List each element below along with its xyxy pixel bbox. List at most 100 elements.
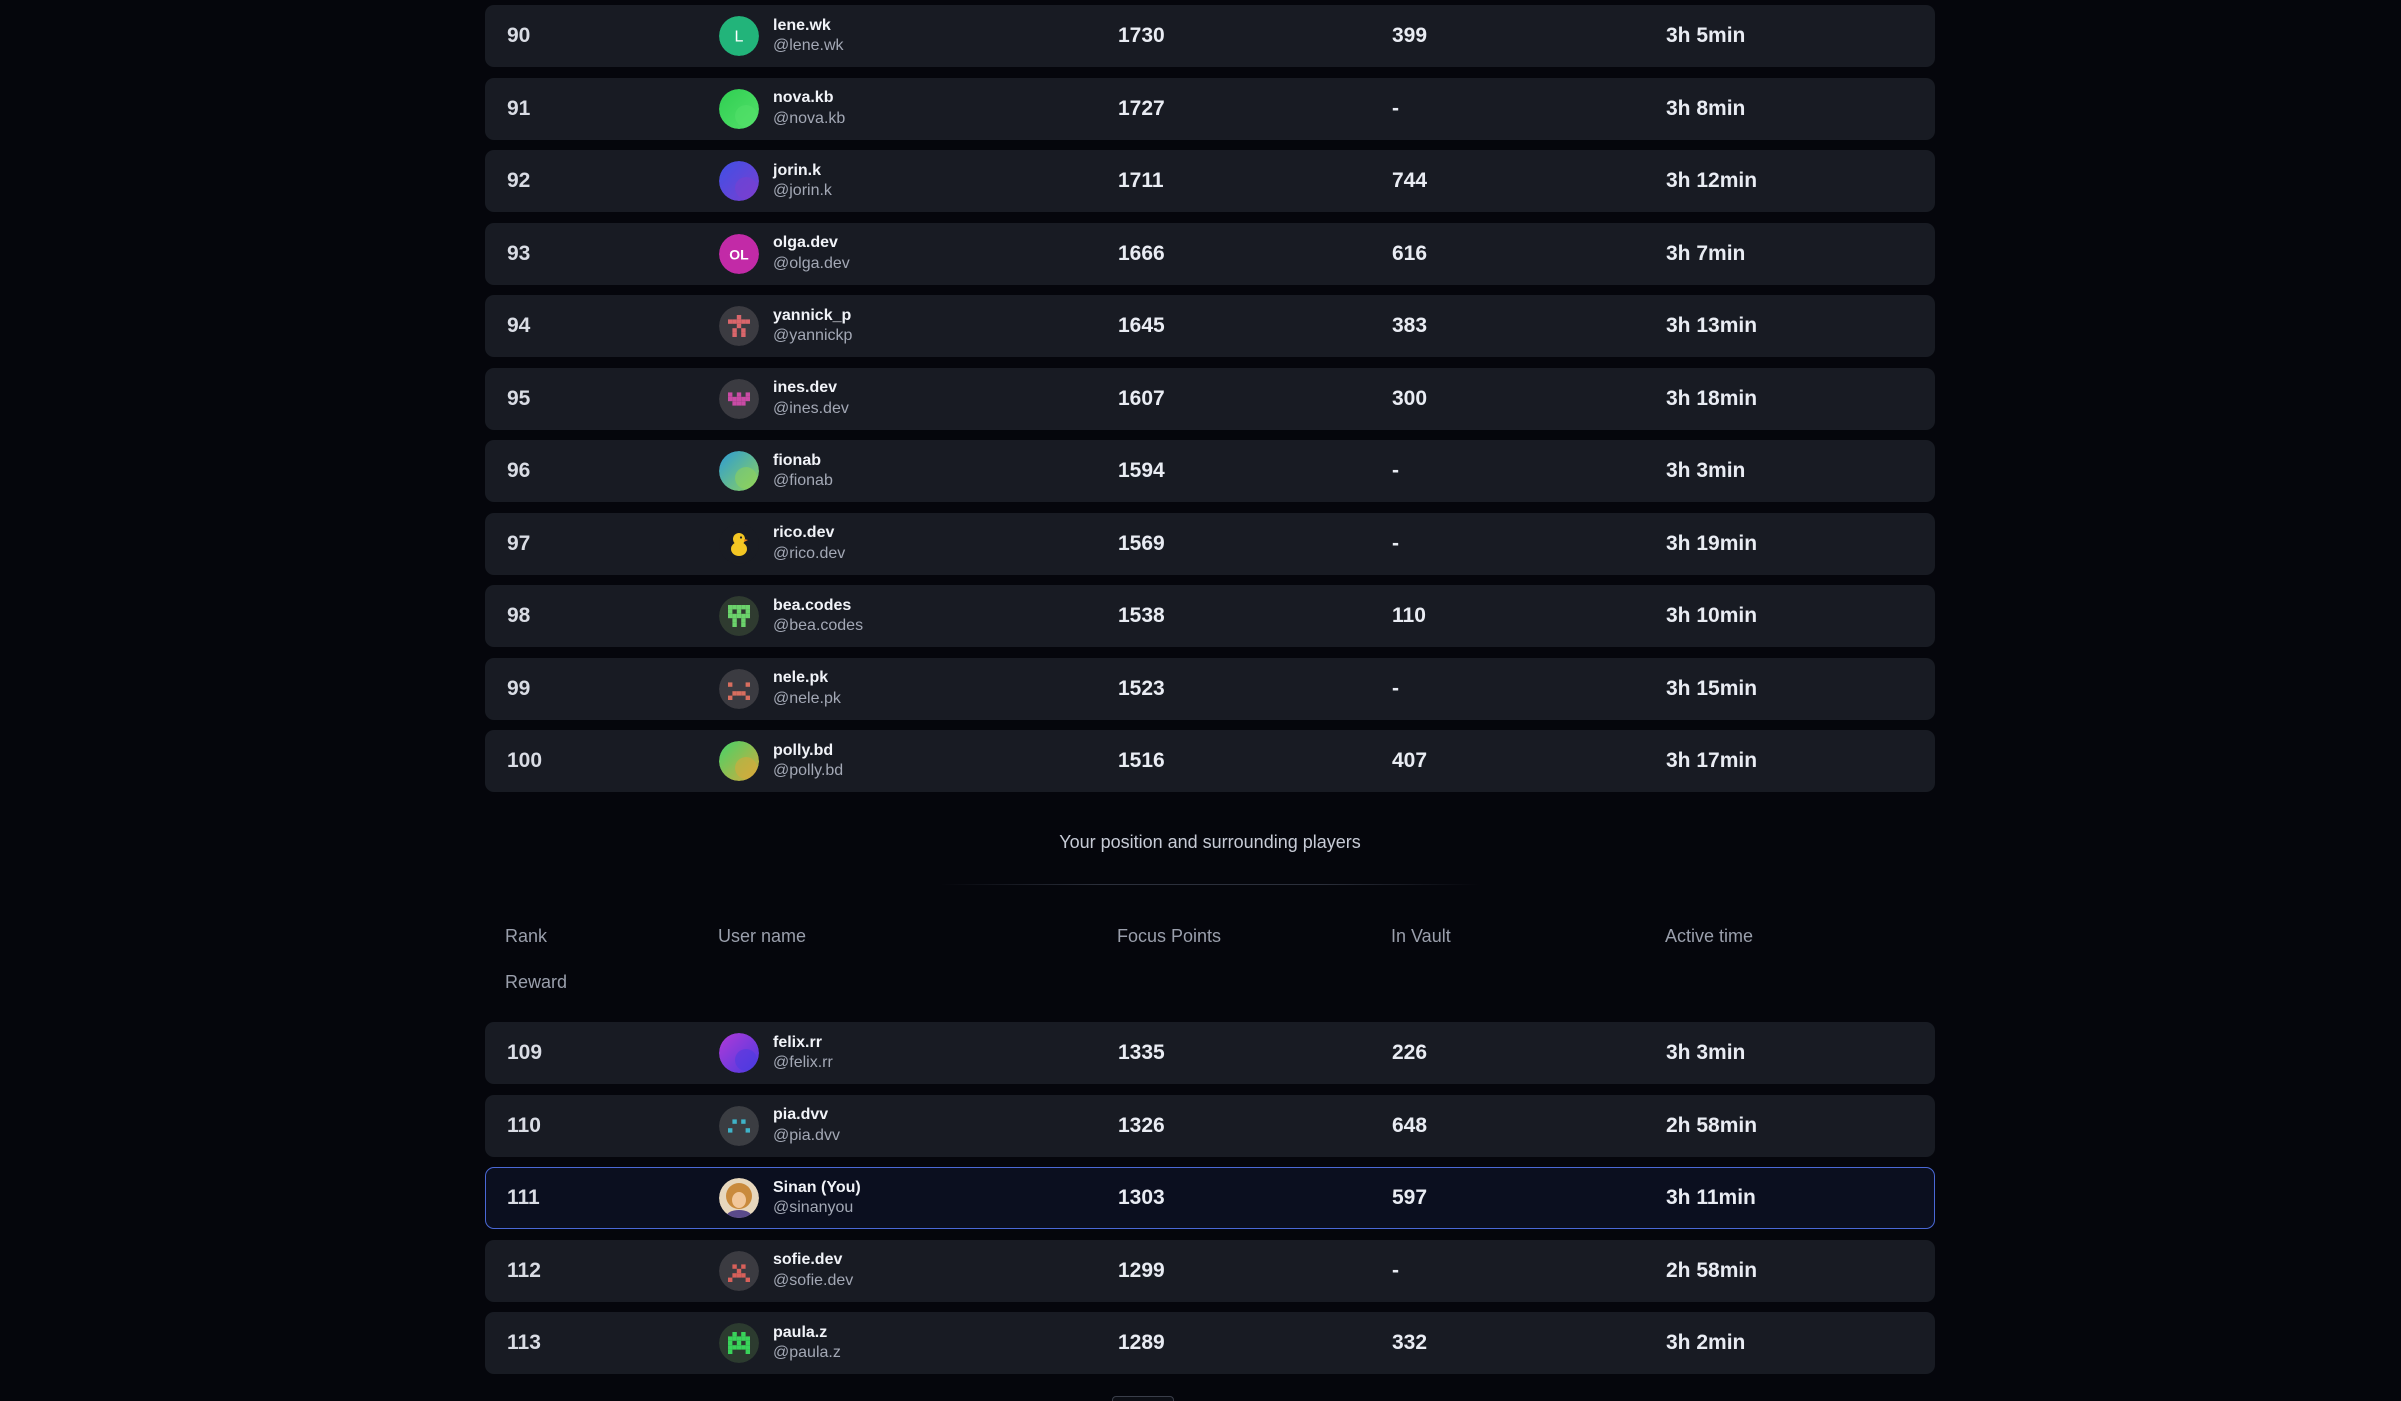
rank-value: 93: [507, 241, 531, 265]
user-cell[interactable]: nele.pk @nele.pk: [719, 659, 841, 719]
leaderboard-row[interactable]: 93 OL olga.dev @olga.dev 1666 616 3h 7min: [485, 222, 1935, 285]
user-display-name[interactable]: polly.bd: [773, 741, 834, 759]
active-time-value: 3h 10min: [1666, 604, 1758, 627]
avatar-pixel-icon[interactable]: [719, 668, 759, 709]
avatar-gradient-icon[interactable]: [719, 161, 759, 201]
user-name-block: olga.dev @olga.dev: [773, 234, 850, 273]
leaderboard-row[interactable]: 95 ines.dev @ines.dev 1607 300 3h 18min: [485, 367, 1935, 430]
user-display-name[interactable]: pia.dvv: [773, 1106, 829, 1124]
user-name-block: fionab @fionab: [773, 452, 833, 491]
header-focus-points[interactable]: Focus Points: [1117, 926, 1222, 946]
avatar-pixel-icon[interactable]: [719, 306, 759, 346]
user-display-name[interactable]: paula.z: [773, 1323, 828, 1341]
focus-points-value: 1335: [1118, 1041, 1165, 1064]
leaderboard-row-current-user[interactable]: 111 Sinan (You) @sinanyou 1303 597 3h 11min: [485, 1167, 1935, 1229]
avatar-gradient-icon[interactable]: [719, 451, 759, 491]
rank-value: 95: [507, 386, 531, 410]
leaderboard-row[interactable]: 94 yannick_p @yannickp 1645 383 3h 13min: [485, 295, 1935, 357]
user-display-name[interactable]: nova.kb: [773, 89, 834, 107]
user-cell[interactable]: ines.dev @ines.dev: [719, 369, 849, 429]
user-cell[interactable]: jorin.k @jorin.k: [719, 151, 832, 211]
section-title: Your position and surrounding players: [1059, 832, 1361, 852]
user-handle: @ines.dev: [773, 399, 849, 417]
user-cell[interactable]: bea.codes @bea.codes: [719, 586, 863, 646]
leaderboard-list-surrounding: 109 felix.rr @felix.rr 1335 226 3h 3min 110 pia…: [485, 1022, 1935, 1385]
user-cell[interactable]: felix.rr @felix.rr: [719, 1023, 833, 1083]
rank-value: 112: [507, 1258, 541, 1282]
active-time-value: 3h 3min: [1666, 459, 1746, 482]
avatar-initials-icon[interactable]: OL: [719, 233, 759, 274]
user-name-block: nele.pk @nele.pk: [773, 669, 841, 708]
pagination-button[interactable]: [1112, 1396, 1174, 1401]
focus-points-value: 1569: [1118, 531, 1165, 555]
leaderboard-row[interactable]: 100 polly.bd @polly.bd 1516 407 3h 17min: [485, 730, 1935, 792]
user-cell[interactable]: yannick_p @yannickp: [719, 296, 852, 356]
user-display-name[interactable]: ines.dev: [773, 379, 838, 397]
focus-points-value: 1607: [1118, 386, 1165, 410]
user-display-name[interactable]: Sinan (You): [773, 1178, 861, 1196]
rank-value: 100: [507, 749, 543, 772]
leaderboard-row[interactable]: 99 nele.pk @nele.pk 1523 - 3h 15min: [485, 657, 1935, 720]
in-vault-value: 648: [1392, 1113, 1428, 1137]
leaderboard-row[interactable]: 113 paula.z @paula.z 1289 332 3h 2min: [485, 1312, 1935, 1374]
user-cell[interactable]: Sinan (You) @sinanyou: [719, 1168, 861, 1228]
rank-value: 97: [507, 531, 531, 555]
leaderboard-row[interactable]: 112 sofie.dev @sofie.dev 1299 - 2h 58min: [485, 1239, 1935, 1302]
header-rank[interactable]: Rank: [505, 926, 548, 946]
user-cell[interactable]: OL olga.dev @olga.dev: [719, 224, 850, 284]
user-display-name[interactable]: rico.dev: [773, 524, 835, 542]
header-in-vault[interactable]: In Vault: [1391, 926, 1451, 946]
leaderboard-row[interactable]: 91 nova.kb @nova.kb 1727 - 3h 8min: [485, 77, 1935, 140]
leaderboard-row[interactable]: 97 rico.dev @rico.dev 1569 - 3h 19min: [485, 512, 1935, 575]
header-active-time[interactable]: Active time: [1665, 926, 1754, 946]
avatar-pixel-icon[interactable]: [719, 1250, 759, 1291]
user-display-name[interactable]: yannick_p: [773, 306, 852, 324]
avatar-gradient-icon[interactable]: [719, 1033, 759, 1073]
leaderboard-row[interactable]: 109 felix.rr @felix.rr 1335 226 3h 3min: [485, 1022, 1935, 1084]
avatar-gradient-icon[interactable]: [719, 88, 759, 129]
user-cell[interactable]: polly.bd @polly.bd: [719, 731, 843, 791]
leaderboard-row[interactable]: 110 pia.dvv @pia.dvv 1326 648 2h 58min: [485, 1094, 1935, 1157]
user-cell[interactable]: pia.dvv @pia.dvv: [719, 1096, 840, 1156]
user-cell[interactable]: paula.z @paula.z: [719, 1313, 841, 1373]
header-reward[interactable]: Reward: [505, 972, 568, 992]
avatar-initials-icon[interactable]: L: [719, 16, 759, 56]
user-cell[interactable]: fionab @fionab: [719, 441, 833, 501]
leaderboard-row[interactable]: 92 jorin.k @jorin.k 1711 744 3h 12min: [485, 150, 1935, 212]
focus-points-value: 1538: [1118, 604, 1165, 627]
user-display-name[interactable]: nele.pk: [773, 669, 829, 687]
user-handle: @polly.bd: [773, 762, 844, 779]
rank-value: 98: [507, 604, 531, 627]
user-display-name[interactable]: fionab: [773, 451, 821, 469]
user-display-name[interactable]: bea.codes: [773, 596, 852, 614]
user-cell[interactable]: nova.kb @nova.kb: [719, 79, 845, 139]
avatar-gradient-icon[interactable]: [719, 741, 759, 781]
rank-value: 110: [507, 1113, 541, 1137]
avatar-pixel-icon[interactable]: [719, 1323, 759, 1363]
user-display-name[interactable]: olga.dev: [773, 234, 838, 252]
avatar-pixel-icon[interactable]: [719, 1105, 759, 1146]
avatar-pixel-icon[interactable]: [719, 378, 759, 419]
in-vault-value: 399: [1392, 24, 1428, 47]
avatar-photo-icon[interactable]: [719, 1178, 759, 1218]
user-handle: @yannickp: [773, 327, 853, 344]
user-display-name[interactable]: jorin.k: [773, 161, 822, 179]
active-time-value: 3h 8min: [1666, 96, 1746, 120]
user-cell[interactable]: sofie.dev @sofie.dev: [719, 1241, 853, 1301]
rank-value: 94: [507, 314, 531, 337]
leaderboard-row[interactable]: 96 fionab @fionab 1594 - 3h 3min: [485, 440, 1935, 502]
user-display-name[interactable]: felix.rr: [773, 1033, 822, 1051]
active-time-value: 3h 5min: [1666, 24, 1746, 47]
header-user-name[interactable]: User name: [718, 926, 807, 946]
avatar-pixel-icon[interactable]: [719, 596, 759, 636]
user-display-name[interactable]: sofie.dev: [773, 1251, 843, 1269]
focus-points-value: 1303: [1118, 1186, 1165, 1209]
rank-value: 113: [507, 1331, 541, 1354]
user-display-name[interactable]: lene.wk: [773, 16, 831, 34]
avatar-chick-icon[interactable]: [719, 523, 759, 564]
leaderboard-row[interactable]: 98 bea.codes @bea.codes 1538 110 3h 10min: [485, 585, 1935, 647]
user-cell[interactable]: rico.dev @rico.dev: [719, 514, 845, 574]
